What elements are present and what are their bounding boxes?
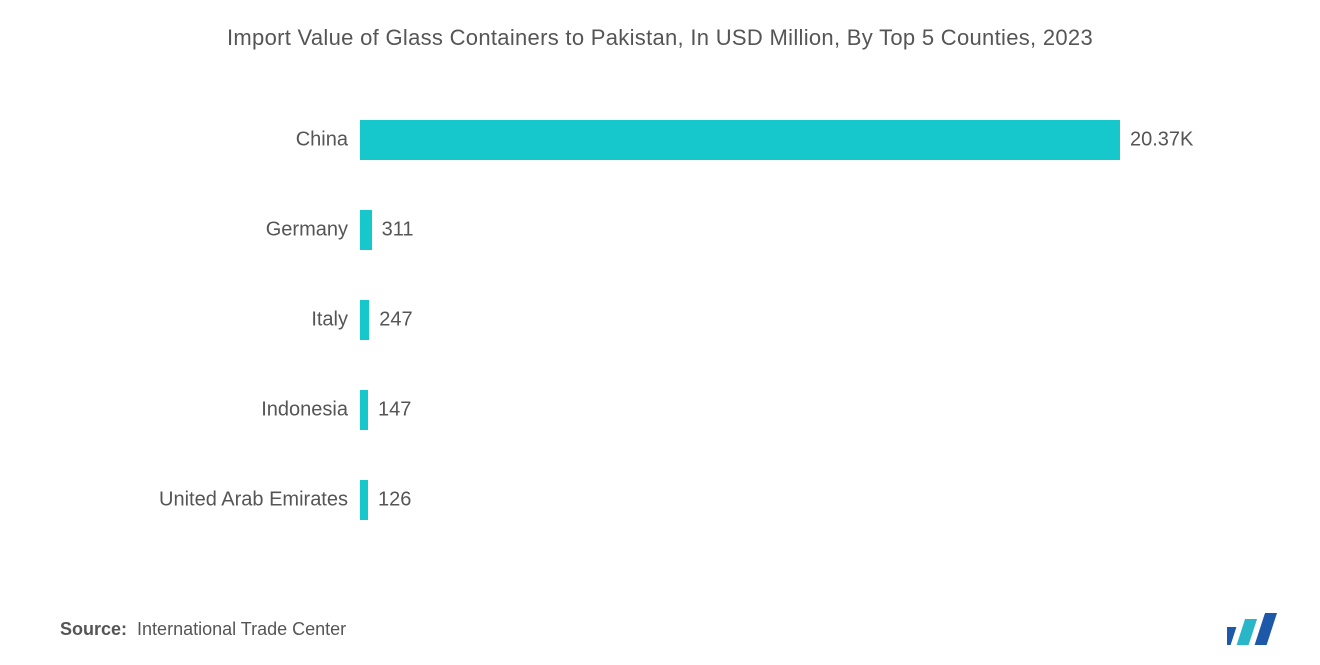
category-label: Italy [311, 309, 360, 332]
chart-title: Import Value of Glass Containers to Paki… [0, 25, 1320, 51]
brand-logo-icon [1227, 613, 1285, 645]
plot-area: China20.37K Germany311 Italy247 Indonesia14… [360, 120, 1120, 560]
bar-row: Germany311 [360, 210, 1120, 250]
source-text: International Trade Center [137, 619, 346, 639]
value-label: 20.37K [1120, 129, 1193, 152]
bar [360, 120, 1120, 160]
value-label: 311 [372, 219, 414, 242]
value-label: 247 [369, 309, 412, 332]
bar-row: Italy247 [360, 300, 1120, 340]
chart-container: Import Value of Glass Containers to Paki… [0, 0, 1320, 665]
bar [360, 390, 368, 430]
category-label: China [296, 129, 360, 152]
value-label: 147 [368, 399, 411, 422]
bar-row: China20.37K [360, 120, 1120, 160]
category-label: Germany [266, 219, 360, 242]
bar [360, 210, 372, 250]
bar-row: United Arab Emirates126 [360, 480, 1120, 520]
source-note: Source: International Trade Center [60, 619, 346, 640]
category-label: United Arab Emirates [159, 489, 360, 512]
category-label: Indonesia [261, 399, 360, 422]
source-prefix: Source: [60, 619, 127, 639]
bar [360, 480, 368, 520]
bar-row: Indonesia147 [360, 390, 1120, 430]
value-label: 126 [368, 489, 411, 512]
bar [360, 300, 369, 340]
brand-logo [1227, 613, 1285, 645]
